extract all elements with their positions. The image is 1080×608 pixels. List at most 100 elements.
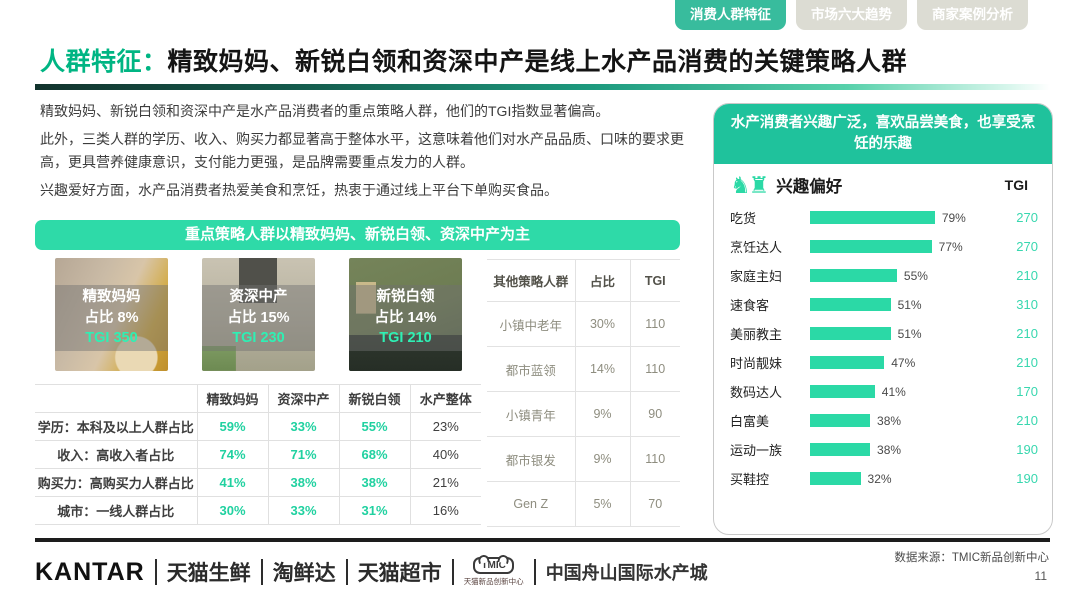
- interest-bar-fill: [810, 356, 885, 370]
- interest-panel: 水产消费者兴趣广泛，喜欢品尝美食，也享受烹饪的乐趣 ♞♜ 兴趣偏好 TGI 吃货…: [713, 103, 1053, 535]
- cell-value: 33%: [267, 412, 340, 441]
- cell-value: 9%: [574, 436, 631, 482]
- cell-value: 23%: [409, 412, 481, 441]
- interest-bar-value: 51%: [897, 297, 922, 312]
- interest-bar-track: 41%: [810, 385, 1004, 399]
- persona-tgi: TGI 350: [85, 330, 138, 347]
- cell-value: Gen Z: [487, 481, 576, 527]
- interest-title: 兴趣偏好: [776, 178, 843, 197]
- logo-separator: [154, 559, 157, 585]
- interest-bar-value: 77%: [938, 239, 963, 254]
- persona-photo-middleclass: [202, 258, 315, 371]
- interest-bar-value: 51%: [897, 326, 922, 341]
- tab-consumer-features[interactable]: 消费人群特征: [675, 0, 786, 30]
- kantar-logo: KANTAR: [35, 557, 145, 586]
- interest-bar-row: 吃货 79% 270: [730, 203, 1038, 232]
- tab-market-trends[interactable]: 市场六大趋势: [796, 0, 907, 30]
- interest-bar-track: 38%: [810, 414, 1004, 428]
- interest-bar-tgi: 310: [1016, 297, 1038, 313]
- interest-bar-fill: [810, 240, 932, 254]
- logo-separator: [533, 559, 536, 585]
- intro-paragraph-1: 精致妈妈、新锐白领和资深中产是水产品消费者的重点策略人群，他们的TGI指数显著偏…: [40, 103, 610, 119]
- interest-bar-row: 买鞋控 32% 190: [730, 464, 1038, 493]
- interest-bar-tgi: 210: [1016, 326, 1038, 342]
- interest-bar-tgi: 170: [1016, 384, 1038, 400]
- interest-bar-track: 51%: [810, 298, 1004, 312]
- table-row: 城市：一线人群占比 30% 33% 31% 16%: [35, 496, 481, 525]
- interest-bar-label: 吃货: [730, 211, 757, 227]
- interest-bar-fill: [810, 327, 891, 341]
- tmall-supermarket-logo: 天猫超市: [357, 562, 442, 585]
- interest-bar-value: 32%: [867, 471, 892, 486]
- interest-bar-label: 白富美: [730, 414, 770, 430]
- cell-value: 30%: [196, 496, 269, 525]
- logo-separator: [345, 559, 348, 585]
- cell-value: 9%: [574, 391, 631, 437]
- table-row: 小镇中老年 30% 110: [487, 301, 680, 347]
- interest-bar-label: 买鞋控: [730, 472, 770, 488]
- interest-bar-value: 38%: [877, 413, 902, 428]
- interest-bar-tgi: 210: [1016, 268, 1038, 284]
- interest-bar-label: 烹饪达人: [730, 240, 783, 256]
- data-source: 数据来源：TMIC新品创新中心: [894, 552, 1049, 564]
- metrics-table: 精致妈妈 资深中产 新锐白领 水产整体 学历：本科及以上人群占比 59% 33%…: [35, 384, 481, 525]
- page-title: 人群特征：精致妈妈、新锐白领和资深中产是线上水产品消费的关键策略人群: [40, 42, 907, 78]
- cell-value: 90: [629, 391, 680, 437]
- footer-divider: [35, 538, 1050, 542]
- interest-bar-label: 速食客: [730, 298, 770, 314]
- interest-bar-tgi: 270: [1016, 239, 1038, 255]
- tmic-logo: TMIC 天猫新品创新中心: [464, 557, 524, 587]
- logo-separator: [260, 559, 263, 585]
- cell-value: 21%: [409, 468, 481, 497]
- cell-value: 110: [629, 436, 680, 482]
- table-row: 购买力：高购买力人群占比 41% 38% 38% 21%: [35, 468, 481, 497]
- tmic-badge-icon: TMIC: [473, 557, 514, 574]
- cell-value: 都市银发: [487, 436, 576, 482]
- interest-bar-tgi: 270: [1016, 210, 1038, 226]
- cell-value: 都市蓝领: [487, 346, 576, 392]
- persona-overlay: 资深中产 占比 15% TGI 230: [202, 285, 315, 351]
- intro-text: 精致妈妈、新锐白领和资深中产是水产品消费者的重点策略人群，他们的TGI指数显著偏…: [40, 100, 704, 208]
- interest-bar-fill: [810, 385, 875, 399]
- persona-photo-mom: [55, 258, 168, 371]
- interest-bar-label: 数码达人: [730, 385, 783, 401]
- interest-bar-track: 38%: [810, 443, 1004, 457]
- cell-value: 68%: [338, 440, 411, 469]
- interest-bar-label: 家庭主妇: [730, 269, 783, 285]
- interest-bar-value: 38%: [877, 442, 902, 457]
- interest-bar-fill: [810, 211, 935, 225]
- persona-share: 占比 14%: [374, 309, 437, 326]
- interest-bar-track: 79%: [810, 211, 1004, 225]
- interest-bars: 吃货 79% 270 烹饪达人 77% 270 家庭主妇 55% 210 速食客 51% 310 美丽教…: [714, 199, 1052, 493]
- row-label: 收入：高收入者占比: [35, 440, 198, 469]
- interest-bar-fill: [810, 443, 871, 457]
- tmall-fresh-logo: 天猫生鲜: [166, 562, 251, 585]
- chess-pieces-icon: ♞♜: [730, 171, 769, 198]
- cell-value: 59%: [196, 412, 269, 441]
- interest-bar-row: 白富美 38% 210: [730, 406, 1038, 435]
- interest-bar-label: 时尚靓妹: [730, 356, 783, 372]
- cell-value: 14%: [574, 346, 631, 392]
- table-row: 都市蓝领 14% 110: [487, 346, 680, 392]
- interest-bar-row: 美丽教主 51% 210: [730, 319, 1038, 348]
- header-cell: 资深中产: [267, 384, 340, 413]
- persona-share: 占比 8%: [84, 309, 139, 326]
- table-row: 收入：高收入者占比 74% 71% 68% 40%: [35, 440, 481, 469]
- tab-merchant-cases[interactable]: 商家案例分析: [917, 0, 1028, 30]
- tgi-column-label: TGI: [1004, 177, 1028, 194]
- persona-name: 新锐白领: [376, 289, 435, 306]
- zhoushan-logo: 中国舟山国际水产城: [545, 563, 708, 583]
- interest-bar-row: 数码达人 41% 170: [730, 377, 1038, 406]
- interest-bar-label: 美丽教主: [730, 327, 783, 343]
- cell-value: 74%: [196, 440, 269, 469]
- intro-paragraph-3: 兴趣爱好方面，水产品消费者热爱美食和烹饪，热衷于通过线上平台下单购买食品。: [40, 182, 558, 199]
- interest-bar-tgi: 210: [1016, 355, 1038, 371]
- interest-bar-track: 55%: [810, 269, 1004, 283]
- persona-share: 占比 15%: [227, 309, 290, 326]
- interest-bar-track: 77%: [810, 240, 1004, 254]
- interest-bar-value: 79%: [941, 210, 966, 225]
- title-divider: [35, 84, 1050, 90]
- interest-bar-track: 51%: [810, 327, 1004, 341]
- persona-card-mom: 精致妈妈 占比 8% TGI 350: [55, 258, 168, 371]
- interest-bar-row: 家庭主妇 55% 210: [730, 261, 1038, 290]
